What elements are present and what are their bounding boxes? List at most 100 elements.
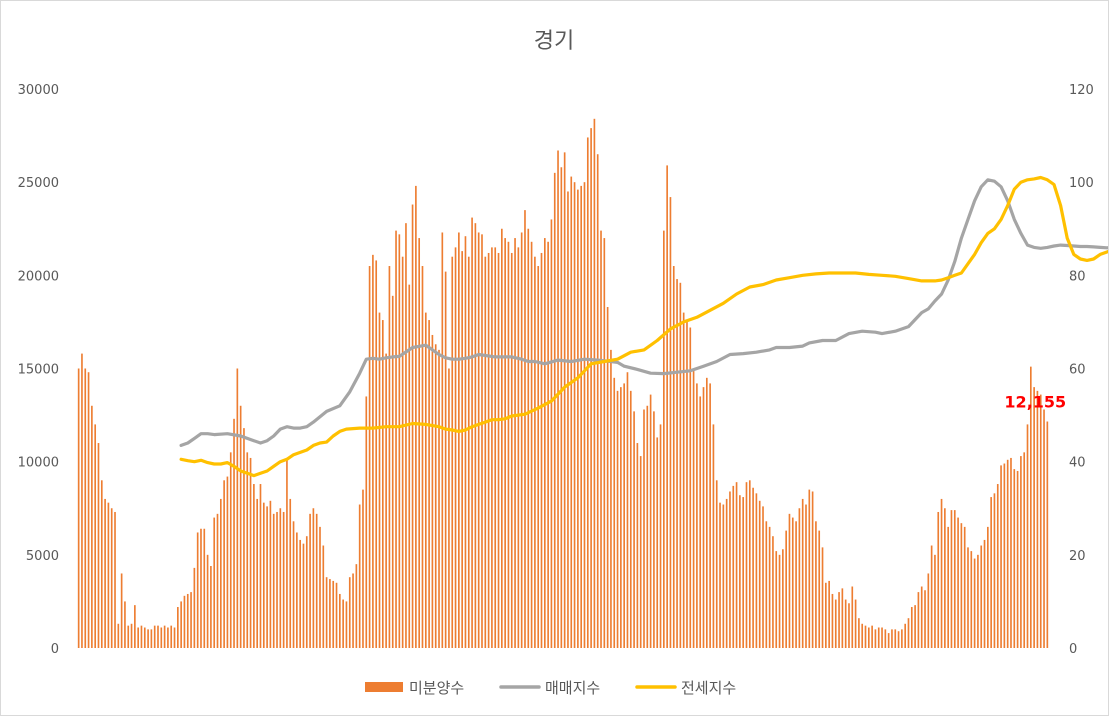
bar — [200, 528, 202, 648]
bar — [91, 405, 93, 648]
bar — [537, 266, 540, 648]
bar — [1003, 463, 1006, 648]
bar — [844, 599, 847, 648]
bar — [497, 252, 500, 648]
bar — [831, 593, 834, 648]
bar — [963, 526, 966, 648]
bar — [1029, 366, 1032, 648]
bar — [1020, 456, 1022, 648]
bar — [236, 368, 239, 648]
bar — [884, 629, 887, 648]
bar — [77, 368, 80, 648]
bar — [190, 592, 192, 648]
bar — [292, 521, 295, 648]
bar — [805, 504, 807, 648]
bar — [977, 554, 979, 648]
bar — [372, 254, 374, 648]
bar — [940, 498, 943, 648]
bar — [838, 592, 840, 648]
left-tick-label: 15000 — [18, 363, 59, 378]
bar — [990, 497, 992, 648]
bar — [765, 521, 768, 648]
bar — [815, 521, 817, 648]
bar — [269, 500, 272, 648]
bar — [874, 629, 877, 648]
bar — [355, 564, 358, 648]
bar — [669, 197, 672, 648]
legend-swatch-bars — [365, 682, 403, 692]
bar — [699, 396, 702, 648]
bar — [137, 627, 139, 648]
bar — [97, 443, 100, 648]
bar — [458, 232, 460, 649]
bar — [848, 603, 850, 648]
bar — [530, 241, 533, 649]
bar — [633, 411, 635, 648]
bar — [887, 633, 890, 648]
bar — [438, 349, 440, 648]
bar — [378, 312, 381, 648]
bar — [441, 232, 444, 649]
bar — [663, 230, 665, 649]
bar — [636, 443, 639, 648]
bar — [762, 506, 764, 648]
jeonse-index-line — [179, 175, 1108, 478]
bar — [656, 437, 659, 648]
bar — [851, 586, 854, 648]
bar — [590, 128, 592, 648]
bar — [471, 217, 473, 648]
bar — [861, 623, 864, 648]
bar — [659, 424, 662, 648]
bar — [140, 625, 143, 648]
bar — [689, 327, 692, 648]
bar — [725, 498, 728, 648]
bar — [375, 260, 378, 648]
bar — [481, 234, 483, 648]
bar — [177, 607, 179, 648]
bar — [124, 601, 126, 648]
bar — [534, 256, 536, 648]
bar — [739, 495, 741, 648]
bar — [947, 526, 949, 648]
bar — [504, 238, 506, 648]
bar — [1039, 394, 1042, 648]
bar — [461, 251, 463, 649]
bar — [758, 500, 761, 648]
bar — [193, 567, 196, 648]
bar — [729, 491, 731, 648]
bar — [180, 601, 182, 648]
bar — [735, 482, 738, 648]
bar — [415, 185, 417, 648]
bar — [811, 491, 814, 648]
bar — [305, 536, 308, 648]
bar — [81, 353, 83, 648]
bar — [484, 256, 487, 648]
bar — [229, 452, 232, 648]
bar — [996, 484, 999, 648]
bar — [160, 627, 163, 648]
bar — [586, 137, 589, 648]
bar — [567, 191, 569, 649]
bar — [629, 390, 632, 648]
bar — [342, 599, 344, 648]
bar — [788, 513, 791, 648]
bar — [157, 625, 159, 648]
bar — [173, 627, 176, 648]
bar — [580, 185, 583, 648]
bar — [329, 579, 331, 648]
bar — [593, 118, 596, 648]
bar — [203, 528, 206, 648]
bar — [901, 629, 903, 648]
bar — [262, 502, 265, 648]
bar — [296, 532, 298, 648]
bar — [924, 590, 926, 648]
bar — [312, 508, 315, 648]
bar — [573, 182, 576, 649]
bar — [987, 526, 989, 648]
bar — [755, 493, 758, 648]
bar — [186, 593, 189, 648]
bar — [775, 551, 778, 648]
bar — [474, 223, 477, 648]
